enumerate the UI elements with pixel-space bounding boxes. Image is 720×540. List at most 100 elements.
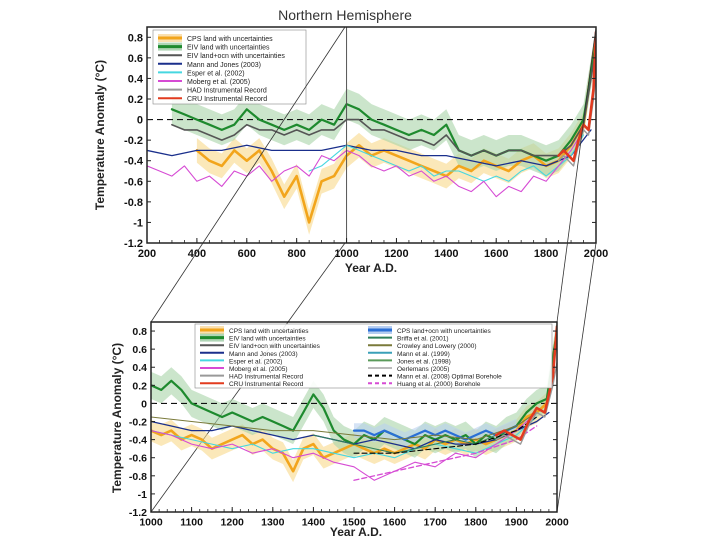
top-chart-y-axis-label: Temperature Anomaly (°C): [93, 60, 107, 210]
top-legend-label: CRU Instrumental Record: [187, 96, 267, 103]
bot-x-tick-label: 1500: [342, 517, 366, 529]
bot-x-tick-label: 1900: [505, 517, 529, 529]
zoom-connector-right-upper: [556, 26, 597, 323]
top-chart-title: Northern Hemisphere: [278, 7, 412, 23]
bot-legend-label: Briffa et al. (2001): [397, 336, 449, 343]
bot-legend-label: HAD Instrumental Record: [229, 374, 303, 381]
top-x-tick-label: 1000: [334, 248, 358, 260]
bot-series-had-instrumental-record: [495, 362, 557, 445]
top-chart-x-tick-labels: 200 400 600 800 1000 1200 1400 1600 1800 2000: [138, 238, 608, 260]
top-band-cps-land-with-uncertainties: [196, 27, 596, 235]
top-y-tick-label: -0.2: [124, 135, 143, 147]
top-series-cps-land-with-uncertainties: [195, 36, 596, 224]
bot-legend-label: Esper et al. (2002): [229, 358, 282, 365]
bot-series-mann-et-al-2008-optimal-borehole: [353, 416, 538, 454]
bot-series-esper-et-al-2002: [151, 416, 538, 459]
zoom-connector-right-lower: [556, 242, 597, 513]
bot-x-tick-label: 1800: [464, 517, 488, 529]
bot-y-tick-label: -1.2: [129, 507, 147, 519]
top-legend-items: CPS land with uncertainties EIV land with…: [158, 34, 285, 103]
bot-series-cru-instrumental-record: [494, 325, 557, 441]
top-y-tick-label: 0.2: [128, 94, 143, 106]
bot-y-tick-label: -0.8: [129, 471, 147, 483]
top-legend-label: Esper et al. (2002): [187, 70, 245, 77]
top-x-tick-label: 1400: [434, 248, 458, 260]
top-legend-label: Mann and Jones (2003): [187, 62, 261, 69]
bot-y-tick-label: -1: [138, 489, 147, 501]
bottom-chart-x-tick-labels: 1000 1100 1200 1300 1400 1500 1600 1700 1800 1900…: [139, 507, 569, 529]
bot-legend-label: CPS land+ocn with uncertainties: [397, 328, 492, 335]
bot-x-tick-label: 1300: [261, 517, 285, 529]
top-x-tick-label: 2000: [584, 248, 608, 260]
top-legend-box: [152, 29, 307, 105]
top-legend-label: EIV land with uncertainties: [187, 45, 270, 52]
bot-y-tick-label: -0.4: [129, 435, 147, 447]
top-chart-y-tick-labels: 0.8 0.6 0.4 0.2 0 -0.2 -0.4 -0.6 -0.8 -1 -1.2: [124, 32, 596, 250]
bot-x-tick-label: 1400: [302, 517, 326, 529]
top-chart: Northern Hemisphere 0.8 0.6 0.4 0.2 0 -0.2 -0.…: [93, 7, 608, 275]
top-series-cru-instrumental-record: [557, 30, 596, 162]
top-legend-label: CPS land with uncertainties: [187, 36, 273, 43]
bot-y-tick-label: 0.2: [132, 380, 147, 392]
bot-x-tick-label: 2000: [545, 517, 569, 529]
bot-legend-label: CPS land with uncertainties: [229, 328, 309, 335]
top-y-tick-label: -1: [133, 217, 143, 229]
top-y-tick-label: 0.4: [128, 73, 144, 85]
bot-x-tick-label: 1200: [221, 517, 245, 529]
bot-legend-label: EIV land with uncertainties: [229, 336, 306, 343]
bot-legend-label: Mann and Jones (2003): [229, 351, 298, 358]
bot-series-huang-et-al-2000-borehole: [353, 425, 538, 481]
bottom-chart: 0.8 0.6 0.4 0.2 0 -0.2 -0.4 -0.6 -0.8 -1 -1.2 1000…: [110, 321, 569, 539]
bot-legend-label: Jones et al. (1998): [397, 358, 451, 365]
top-series-layer: [147, 27, 596, 235]
top-y-tick-label: 0.8: [128, 32, 143, 44]
top-legend-label: EIV land+ocn with uncertainties: [187, 53, 285, 60]
top-chart-plot: [147, 27, 596, 243]
bot-band-eiv-land-with-uncertainties: [151, 322, 557, 458]
bot-y-tick-label: 0: [141, 398, 147, 410]
top-x-tick-label: 1200: [384, 248, 408, 260]
bot-legend-label: CRU Instrumental Record: [229, 381, 304, 388]
bottom-chart-y-tick-labels: 0.8 0.6 0.4 0.2 0 -0.2 -0.4 -0.6 -0.8 -1 -1.2: [129, 326, 557, 519]
top-y-tick-label: -0.6: [124, 176, 143, 188]
bot-y-tick-label: -0.2: [129, 417, 147, 429]
bot-legend-label: Moberg et al. (2005): [229, 366, 288, 373]
top-y-tick-label: 0: [137, 115, 143, 127]
top-x-tick-label: 400: [188, 248, 206, 260]
top-x-tick-label: 600: [238, 248, 256, 260]
top-chart-legend: CPS land with uncertainties EIV land with…: [152, 29, 307, 105]
zoom-connector-left-upper: [150, 26, 346, 323]
bot-x-tick-label: 1100: [180, 517, 203, 529]
bot-y-tick-label: 0.8: [132, 326, 147, 338]
top-series-mann-and-jones-2003: [147, 129, 592, 167]
bot-series-crowley-and-lowery-2000: [151, 412, 538, 441]
bottom-legend-box: [194, 323, 553, 389]
top-x-tick-label: 1800: [534, 248, 558, 260]
top-chart-x-axis-label: Year A.D.: [345, 261, 397, 275]
bot-x-tick-label: 1600: [383, 517, 407, 529]
top-y-tick-label: -0.8: [124, 197, 143, 209]
bot-y-tick-label: 0.6: [132, 344, 147, 356]
top-y-tick-label: -0.4: [124, 156, 144, 168]
bottom-chart-x-axis-label: Year A.D.: [330, 525, 382, 539]
top-series-eiv-land-ocn-with-uncertainties: [171, 46, 596, 157]
bot-series-moberg-et-al-2005: [151, 411, 538, 481]
bot-x-tick-label: 1700: [424, 517, 448, 529]
top-series-esper-et-al-2002: [308, 134, 585, 182]
bot-legend-label: Huang et al. (2000) Borehole: [397, 381, 481, 388]
bot-legend-label: Mann et al. (1999): [397, 351, 450, 358]
bot-legend-label: Crowley and Lowery (2000): [397, 343, 476, 350]
bot-legend-label: Oerlemans (2005): [397, 366, 449, 373]
top-legend-label: Moberg et al. (2005): [187, 79, 250, 86]
top-series-moberg-et-al-2005: [147, 129, 585, 198]
bottom-chart-plot: [151, 322, 557, 483]
bottom-chart-y-axis-label: Temperature Anomaly (°C): [110, 343, 124, 493]
bot-x-tick-label: 1000: [139, 517, 163, 529]
bot-y-tick-label: 0.4: [132, 362, 147, 374]
top-band-eiv-land-with-uncertainties: [171, 27, 596, 177]
top-legend-label: HAD Instrumental Record: [187, 88, 267, 95]
top-y-tick-label: 0.6: [128, 53, 143, 65]
